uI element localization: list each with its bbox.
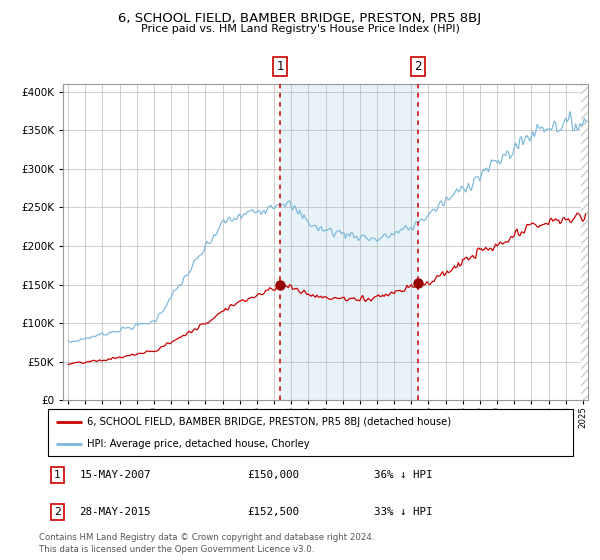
Text: 6, SCHOOL FIELD, BAMBER BRIDGE, PRESTON, PR5 8BJ (detached house): 6, SCHOOL FIELD, BAMBER BRIDGE, PRESTON,… (88, 417, 452, 427)
Text: 6, SCHOOL FIELD, BAMBER BRIDGE, PRESTON, PR5 8BJ: 6, SCHOOL FIELD, BAMBER BRIDGE, PRESTON,… (118, 12, 482, 25)
FancyBboxPatch shape (48, 409, 573, 456)
Text: 1: 1 (54, 470, 61, 479)
Text: 2: 2 (415, 60, 422, 73)
Text: 1: 1 (277, 60, 284, 73)
Text: 36% ↓ HPI: 36% ↓ HPI (373, 470, 432, 479)
Text: Price paid vs. HM Land Registry's House Price Index (HPI): Price paid vs. HM Land Registry's House … (140, 24, 460, 34)
Text: £150,000: £150,000 (248, 470, 299, 479)
Text: Contains HM Land Registry data © Crown copyright and database right 2024.
This d: Contains HM Land Registry data © Crown c… (39, 533, 374, 554)
Text: HPI: Average price, detached house, Chorley: HPI: Average price, detached house, Chor… (88, 438, 310, 449)
Text: £152,500: £152,500 (248, 507, 299, 517)
Text: 2: 2 (54, 507, 61, 517)
Bar (280, 84, 418, 400)
Polygon shape (581, 84, 588, 400)
Text: 15-MAY-2007: 15-MAY-2007 (79, 470, 151, 479)
Text: 28-MAY-2015: 28-MAY-2015 (79, 507, 151, 517)
Text: 33% ↓ HPI: 33% ↓ HPI (373, 507, 432, 517)
